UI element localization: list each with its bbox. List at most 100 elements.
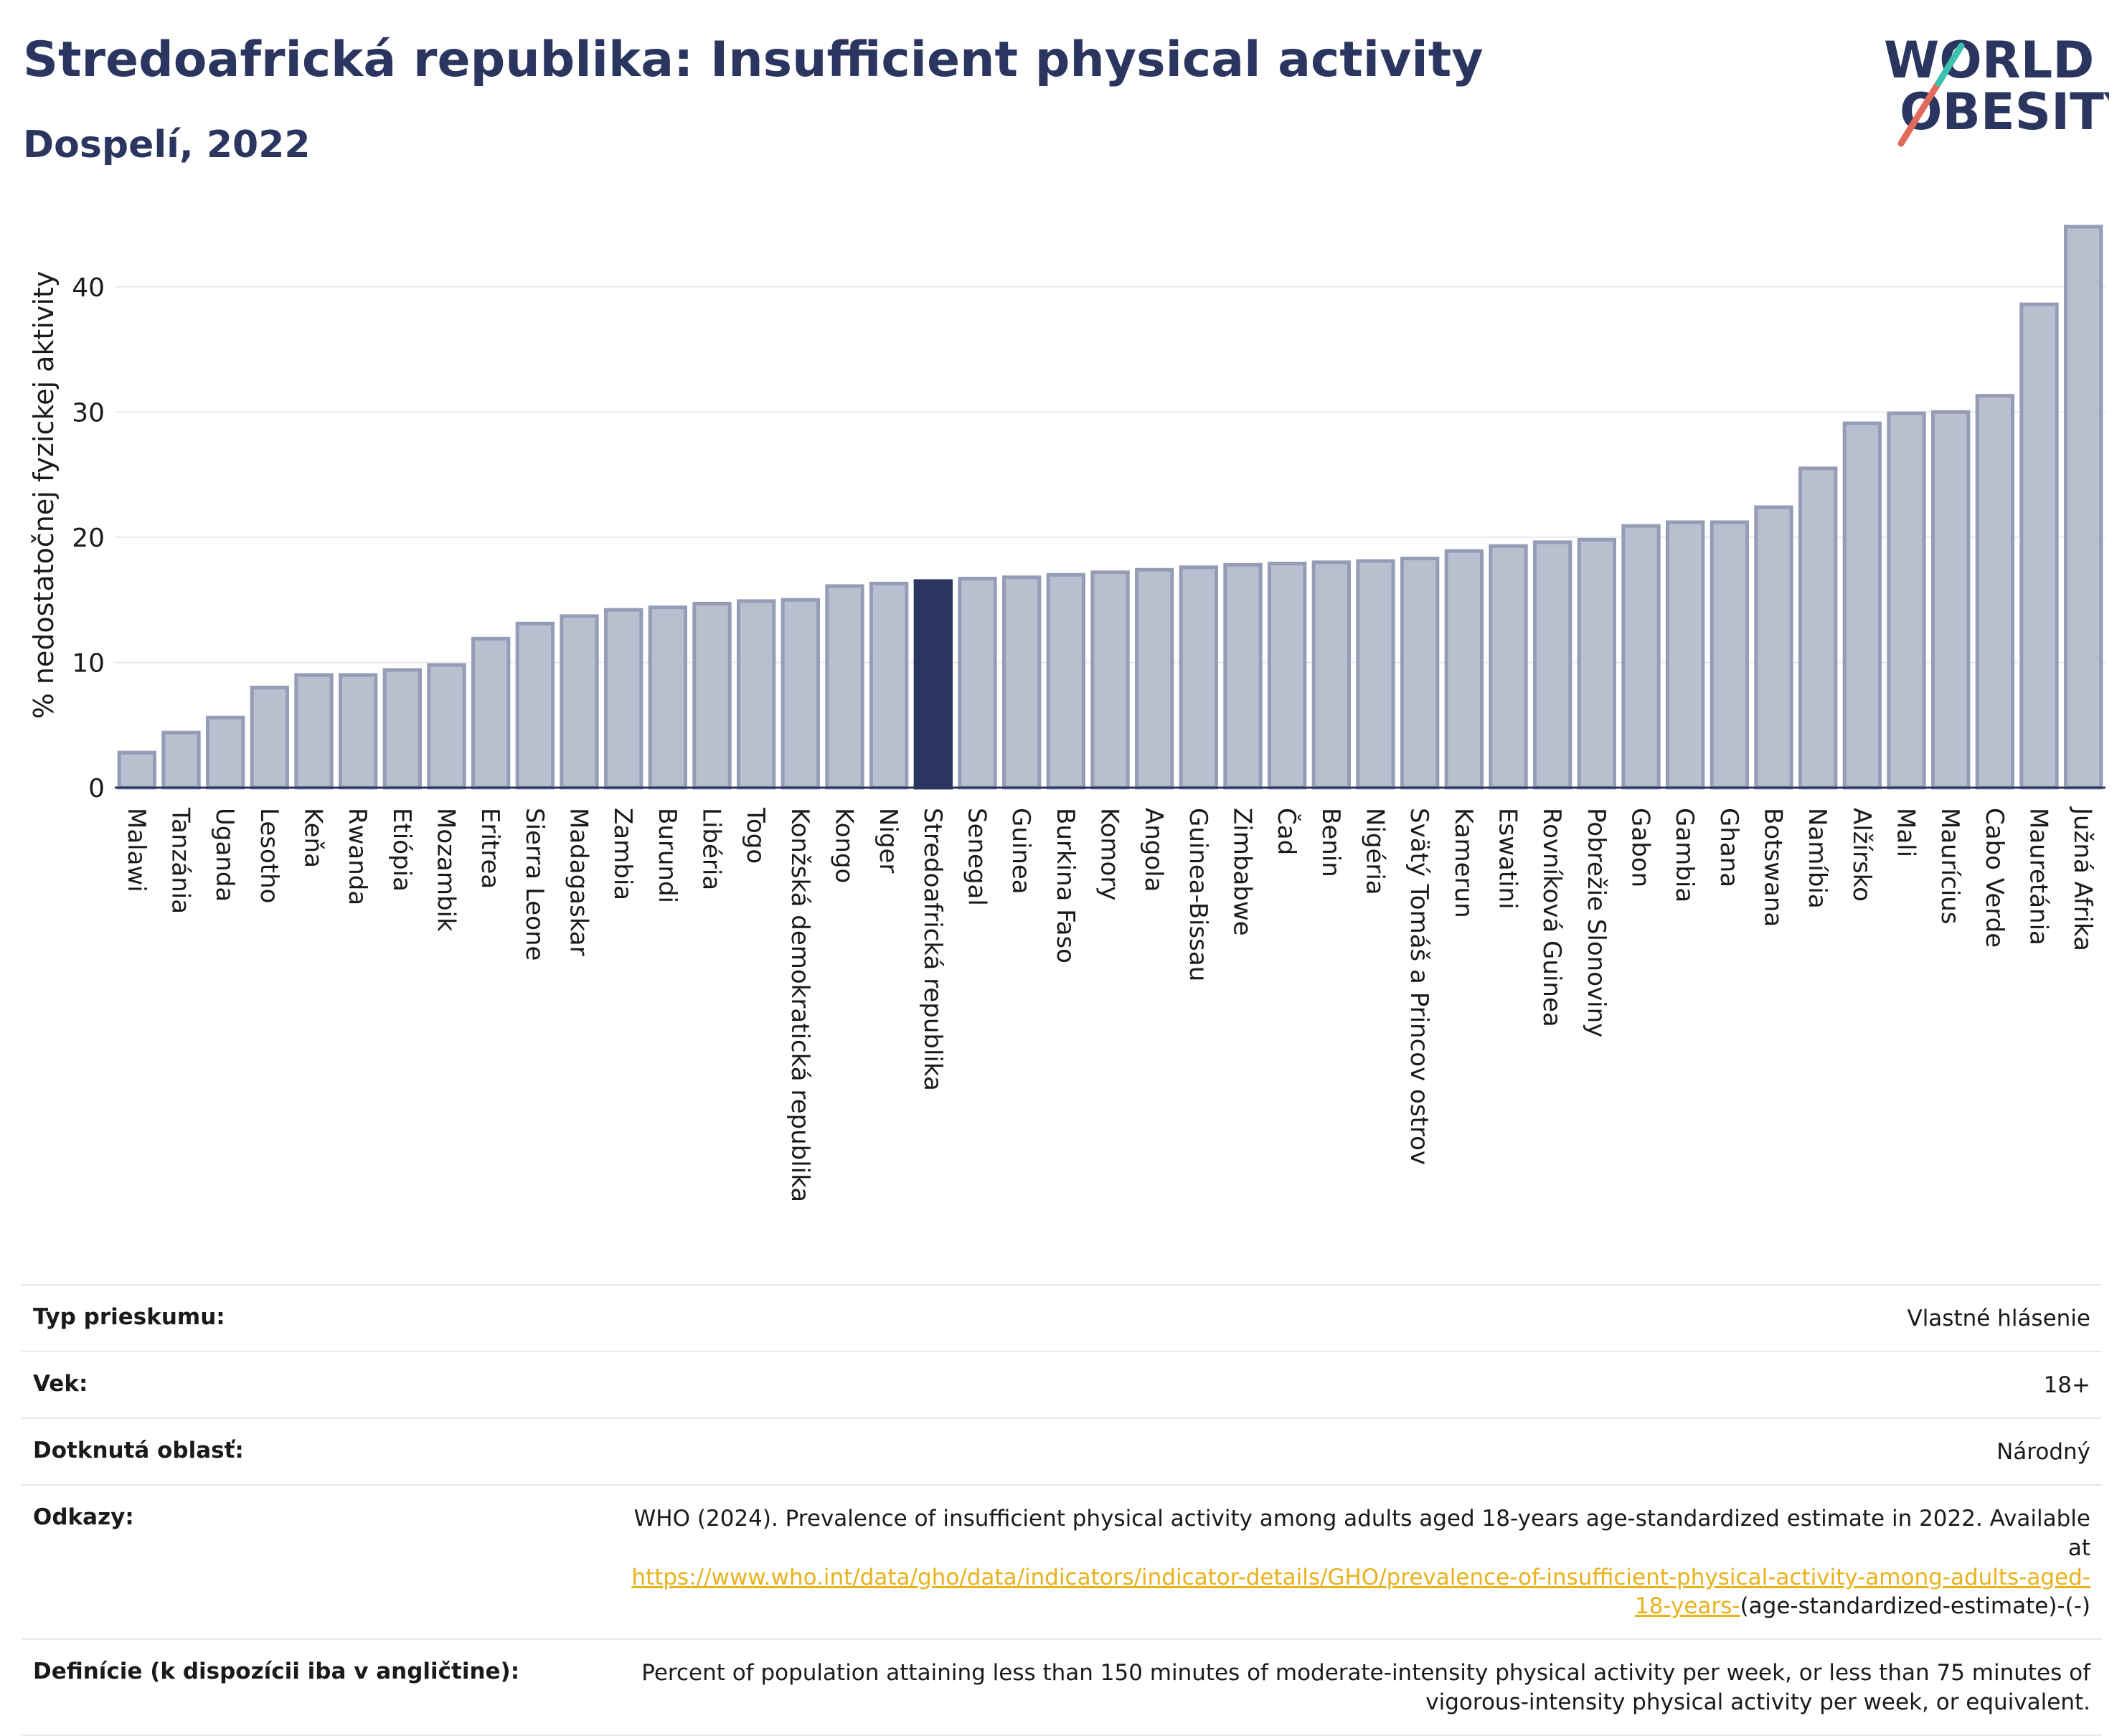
- bar: [339, 673, 378, 790]
- bar: [1489, 544, 1528, 790]
- x-tick-label: Malawi: [122, 808, 151, 892]
- survey-type-value: Vlastné hlásenie: [1907, 1306, 2090, 1331]
- bar: [1179, 565, 1218, 790]
- x-tick-label: Senegal: [963, 808, 991, 906]
- x-tick-label: Eritrea: [476, 808, 504, 889]
- bar: [1887, 411, 1926, 790]
- x-tick-label: Čad: [1272, 808, 1301, 855]
- y-tick-label: 30: [72, 398, 105, 428]
- x-tick-label: Mozambik: [432, 808, 461, 932]
- x-tick-label: Stredoafrická republika: [918, 808, 947, 1091]
- info-row-references: Odkazy: WHO (2024). Prevalence of insuff…: [22, 1483, 2102, 1639]
- bars: [117, 225, 2103, 790]
- bar: [1135, 567, 1174, 790]
- bar-chart: 0 10 20 30 40 Malawi Tanzánia Uganda Lesotho Keň…: [28, 225, 2106, 1202]
- references-label: Odkazy:: [33, 1504, 134, 1530]
- y-axis-ticks: 0 10 20 30 40: [72, 273, 105, 803]
- bar: [604, 608, 643, 790]
- bar: [1931, 410, 1971, 790]
- bar: [1400, 557, 1440, 790]
- chart-subtitle: Dospelí, 2022: [23, 123, 311, 166]
- x-tick-label: Benin: [1316, 808, 1345, 877]
- bar: [1356, 559, 1395, 790]
- y-axis-label: % nedostatočnej fyzickej aktivity: [28, 271, 60, 720]
- x-tick-label: Mali: [1892, 808, 1920, 857]
- x-tick-label: Nigéria: [1361, 808, 1390, 895]
- x-tick-label: Maurícius: [1935, 808, 1964, 925]
- info-row-definitions: Definície (k dispozícii iba v angličtine…: [22, 1638, 2102, 1736]
- y-tick-label: 0: [88, 774, 105, 803]
- x-tick-label: Botswana: [1759, 808, 1788, 927]
- x-tick-label: Angola: [1139, 808, 1168, 892]
- bar: [1710, 520, 1750, 790]
- bar: [1046, 572, 1085, 790]
- info-row-survey: Typ prieskumu: Vlastné hlásenie: [22, 1284, 2102, 1351]
- x-tick-label: Mauretánia: [2024, 808, 2053, 945]
- y-tick-label: 20: [72, 524, 105, 553]
- x-tick-label: Tanzánia: [166, 807, 195, 914]
- bar: [1621, 524, 1661, 790]
- references-suffix: (age-standardized-estimate)-(-): [1740, 1593, 2090, 1620]
- x-tick-label: Gabon: [1626, 808, 1655, 887]
- bar: [560, 614, 599, 790]
- x-tick-label: Lesotho: [255, 808, 283, 903]
- bar: [2064, 225, 2103, 790]
- x-tick-label: Svätý Tomáš a Princov ostrov: [1405, 808, 1433, 1165]
- x-tick-label: Komory: [1095, 808, 1124, 900]
- x-tick-label: Rovníková Guinea: [1537, 808, 1566, 1027]
- x-tick-label: Eswatini: [1494, 808, 1522, 910]
- logo-slash-coral: [1897, 80, 1942, 147]
- bar: [648, 605, 688, 790]
- bar: [1002, 575, 1042, 790]
- bar: [1577, 537, 1617, 790]
- bar-highlighted: [913, 579, 953, 790]
- bar: [1268, 562, 1307, 790]
- bar: [1754, 505, 1793, 790]
- y-tick-label: 10: [72, 648, 105, 678]
- references-link[interactable]: https://www.who.int/data/gho/data/indica…: [631, 1564, 2090, 1620]
- x-tick-label: Gambia: [1670, 808, 1699, 902]
- x-tick-label: Sierra Leone: [520, 808, 549, 961]
- bar: [382, 668, 423, 790]
- info-table: Typ prieskumu: Vlastné hlásenie Vek: 18+…: [22, 1284, 2102, 1736]
- area-label: Dotknutá oblasť:: [33, 1437, 244, 1463]
- bar: [1311, 560, 1351, 790]
- info-row-age: Vek: 18+: [22, 1350, 2102, 1417]
- x-tick-label: Libéria: [697, 808, 726, 890]
- x-tick-label: Zimbabwe: [1228, 808, 1257, 936]
- x-tick-label: Pobrežie Slonoviny: [1582, 808, 1611, 1037]
- bar: [1444, 549, 1484, 790]
- x-tick-label: Burkina Faso: [1051, 808, 1080, 963]
- bar: [1223, 562, 1263, 790]
- x-tick-label: Ghana: [1715, 808, 1743, 887]
- bar: [737, 599, 776, 790]
- x-tick-label: Južná Afrika: [2068, 806, 2097, 951]
- bar: [825, 584, 864, 790]
- x-tick-label: Togo: [741, 807, 770, 864]
- bar: [294, 673, 334, 790]
- x-tick-label: Konžská demokratická republika: [786, 808, 814, 1202]
- bar: [781, 598, 820, 790]
- info-row-area: Dotknutá oblasť: Národný: [22, 1417, 2102, 1484]
- bar: [117, 750, 157, 790]
- logo-text-world: WORLD: [1884, 31, 2094, 90]
- bar: [515, 621, 555, 790]
- age-value: 18+: [2043, 1372, 2090, 1398]
- definitions-value: Percent of population attaining less tha…: [641, 1660, 2090, 1716]
- x-tick-label: Uganda: [210, 808, 239, 902]
- x-tick-label: Guinea: [1006, 808, 1035, 895]
- references-value: WHO (2024). Prevalence of insufficient p…: [620, 1504, 2090, 1622]
- bar: [471, 636, 511, 790]
- y-tick-label: 40: [72, 273, 105, 303]
- bar: [1666, 520, 1705, 790]
- bar: [1533, 540, 1572, 790]
- x-tick-label: Etiópia: [387, 808, 416, 892]
- age-label: Vek:: [33, 1370, 88, 1397]
- definitions-label: Definície (k dispozícii iba v angličtine…: [33, 1659, 520, 1685]
- bar: [1090, 570, 1130, 790]
- x-tick-label: Kongo: [830, 808, 859, 883]
- bar: [2019, 302, 2059, 790]
- x-tick-label: Burundi: [653, 808, 682, 903]
- references-text: WHO (2024). Prevalence of insufficient p…: [633, 1505, 2090, 1561]
- x-tick-label: Namíbia: [1803, 808, 1831, 909]
